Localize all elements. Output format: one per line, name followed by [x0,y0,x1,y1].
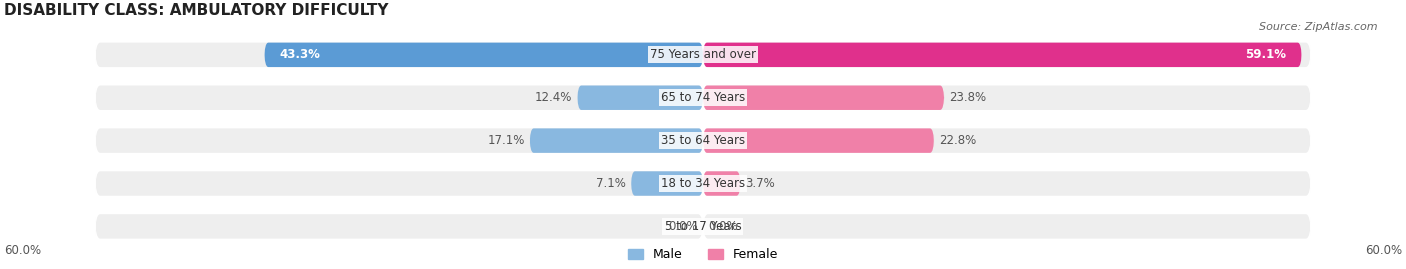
FancyBboxPatch shape [703,43,1302,67]
Text: 3.7%: 3.7% [745,177,775,190]
Text: 23.8%: 23.8% [949,91,986,104]
FancyBboxPatch shape [96,171,703,196]
FancyBboxPatch shape [631,171,703,196]
Text: 65 to 74 Years: 65 to 74 Years [661,91,745,104]
FancyBboxPatch shape [703,171,1310,196]
Text: 18 to 34 Years: 18 to 34 Years [661,177,745,190]
Text: 12.4%: 12.4% [534,91,572,104]
FancyBboxPatch shape [703,128,934,153]
FancyBboxPatch shape [578,86,703,110]
Text: DISABILITY CLASS: AMBULATORY DIFFICULTY: DISABILITY CLASS: AMBULATORY DIFFICULTY [4,3,388,18]
Text: 59.1%: 59.1% [1246,48,1286,61]
Text: 17.1%: 17.1% [488,134,524,147]
Text: 5 to 17 Years: 5 to 17 Years [665,220,741,233]
Text: 22.8%: 22.8% [939,134,976,147]
Text: 7.1%: 7.1% [596,177,626,190]
Text: Source: ZipAtlas.com: Source: ZipAtlas.com [1260,22,1378,31]
Text: 75 Years and over: 75 Years and over [650,48,756,61]
Legend: Male, Female: Male, Female [623,243,783,266]
FancyBboxPatch shape [96,128,703,153]
FancyBboxPatch shape [703,43,1310,67]
Text: 60.0%: 60.0% [1365,244,1402,257]
Text: 43.3%: 43.3% [280,48,321,61]
FancyBboxPatch shape [530,128,703,153]
Text: 60.0%: 60.0% [4,244,41,257]
FancyBboxPatch shape [703,128,1310,153]
FancyBboxPatch shape [703,86,1310,110]
FancyBboxPatch shape [703,171,741,196]
Text: 35 to 64 Years: 35 to 64 Years [661,134,745,147]
FancyBboxPatch shape [96,86,703,110]
FancyBboxPatch shape [703,86,945,110]
Text: 0.0%: 0.0% [668,220,697,233]
FancyBboxPatch shape [703,214,1310,239]
Text: 0.0%: 0.0% [709,220,738,233]
FancyBboxPatch shape [264,43,703,67]
FancyBboxPatch shape [96,214,703,239]
FancyBboxPatch shape [96,43,703,67]
